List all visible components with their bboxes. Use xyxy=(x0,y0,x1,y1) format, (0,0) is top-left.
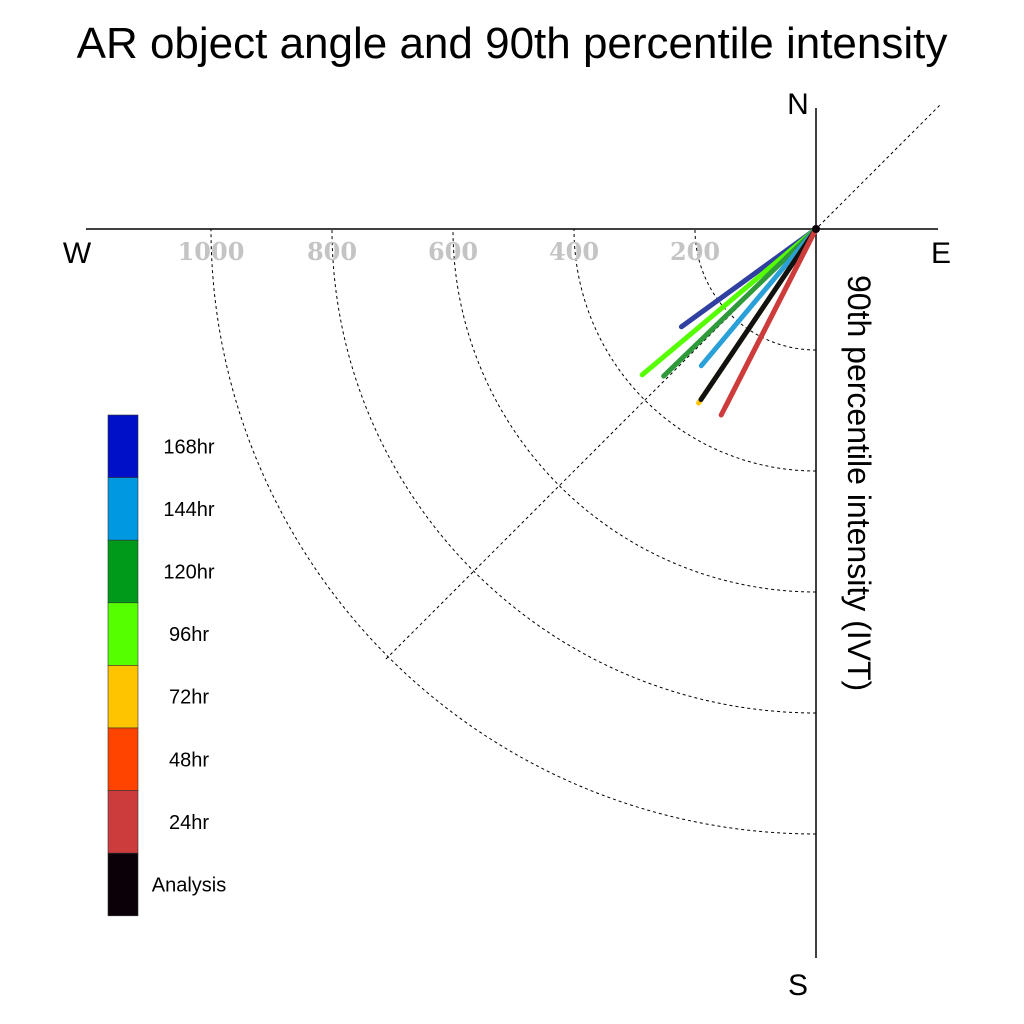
legend-label-96hr: 96hr xyxy=(169,624,209,646)
legend-label-24hr: 24hr xyxy=(169,812,209,834)
compass-west: W xyxy=(63,237,92,270)
radial-tick-labels: 200 400 600 800 1000 xyxy=(178,237,720,266)
legend-label-72hr: 72hr xyxy=(169,687,209,709)
legend-swatch-48hr xyxy=(107,727,139,791)
legend-swatch-analysis xyxy=(107,852,139,917)
radial-tick-label: 400 xyxy=(549,237,599,266)
legend-label-analysis: Analysis xyxy=(152,875,226,897)
polar-grid xyxy=(210,104,941,835)
legend-label-144hr: 144hr xyxy=(163,499,214,521)
vector-144hr xyxy=(698,226,819,369)
legend-label-48hr: 48hr xyxy=(169,749,209,771)
grid-ring-2 xyxy=(573,228,817,472)
compass-east: E xyxy=(931,237,951,270)
vector-series xyxy=(639,226,819,418)
legend-label-168hr: 168hr xyxy=(163,436,214,458)
origin-point xyxy=(812,225,820,233)
vector-24hr xyxy=(718,226,819,418)
compass-south: S xyxy=(788,969,808,1002)
radial-tick-label: 1000 xyxy=(178,237,245,266)
vector-analysis xyxy=(698,226,819,402)
grid-ring-1 xyxy=(694,228,817,351)
legend-swatch-72hr xyxy=(107,665,139,729)
compass-north: N xyxy=(787,88,809,121)
vector-96hr xyxy=(639,226,819,378)
y-axis-label: 90th percentile intensity (IVT) xyxy=(841,275,877,691)
chart-title: AR object angle and 90th percentile inte… xyxy=(77,19,948,68)
vector-120hr xyxy=(661,226,819,379)
grid-ring-5 xyxy=(210,228,817,835)
legend-label-120hr: 120hr xyxy=(163,562,214,584)
radial-tick-label: 800 xyxy=(307,237,357,266)
legend-swatch-144hr xyxy=(107,477,139,541)
legend-swatch-168hr xyxy=(107,414,139,478)
radial-tick-label: 200 xyxy=(670,237,720,266)
legend-swatch-24hr xyxy=(107,790,139,854)
legend: 168hr 144hr 120hr 96hr 72hr 48hr 24hr Analysis xyxy=(107,414,226,917)
grid-diagonal xyxy=(385,104,941,660)
radial-tick-label: 600 xyxy=(428,237,478,266)
grid-ring-3 xyxy=(452,228,817,593)
grid-ring-4 xyxy=(331,228,817,714)
legend-swatch-96hr xyxy=(107,602,139,666)
legend-swatch-120hr xyxy=(107,539,139,604)
